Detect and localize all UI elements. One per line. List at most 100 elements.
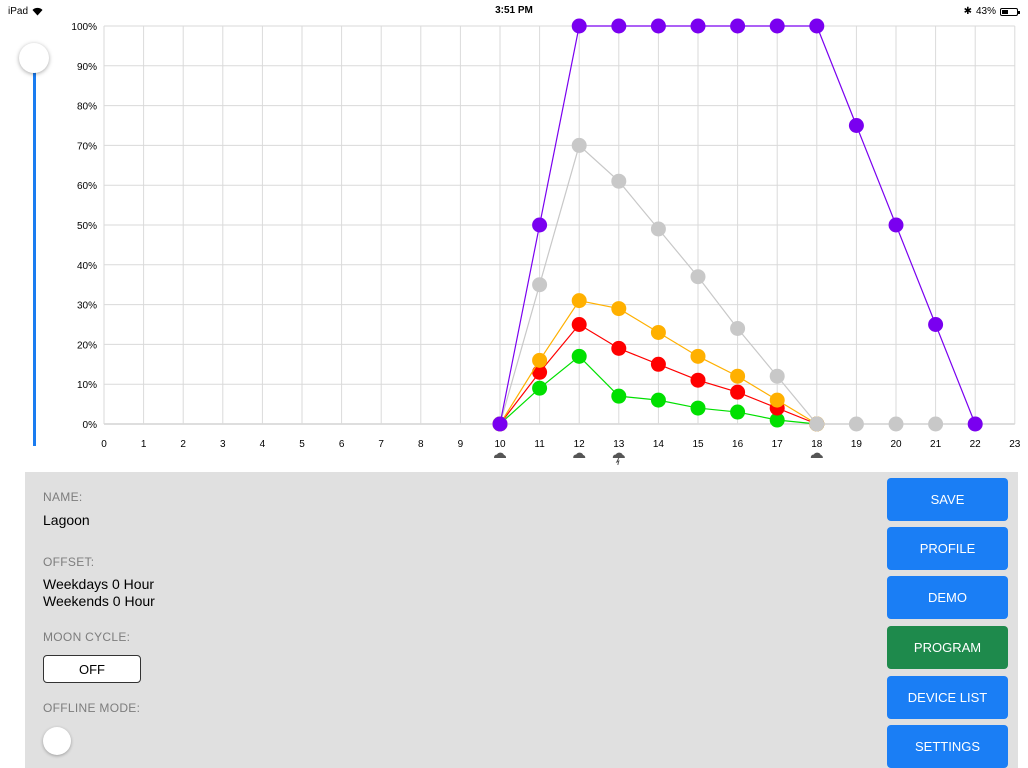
y-tick-label: 90%	[77, 62, 97, 73]
x-axis-ticks: 0 1 2 3 4 5 6 7 8 9 10 11 12 13 14 15 16 17 18 19 20 21 22 23	[101, 439, 1021, 450]
data-point[interactable]	[611, 388, 627, 404]
data-point[interactable]	[690, 269, 706, 285]
data-point[interactable]	[809, 416, 825, 432]
data-point[interactable]	[848, 416, 864, 432]
data-point[interactable]	[532, 380, 548, 396]
y-tick-label: 80%	[77, 102, 97, 113]
settings-panel: NAME: Lagoon OFFSET: Weekdays 0 Hour Wee…	[25, 472, 1018, 768]
x-tick-label: 10	[494, 439, 506, 450]
data-point[interactable]	[730, 320, 746, 336]
data-point[interactable]	[532, 352, 548, 368]
x-tick-label: 4	[260, 439, 266, 450]
offset-label: OFFSET:	[43, 555, 95, 569]
data-point[interactable]	[532, 364, 548, 380]
data-point[interactable]	[611, 173, 627, 189]
data-point[interactable]	[809, 18, 825, 34]
data-point[interactable]	[848, 118, 864, 133]
data-point[interactable]	[690, 400, 706, 416]
data-point[interactable]	[928, 416, 944, 432]
weather-icons	[493, 452, 823, 465]
x-tick-label: 20	[890, 439, 902, 450]
data-point[interactable]	[532, 217, 548, 233]
data-point[interactable]	[492, 416, 508, 432]
x-tick-label: 6	[339, 439, 345, 450]
program-button[interactable]: PROGRAM	[887, 626, 1008, 669]
data-point[interactable]	[730, 404, 746, 420]
data-point[interactable]	[730, 384, 746, 400]
data-point[interactable]	[650, 356, 666, 372]
offline-mode-label: OFFLINE MODE:	[43, 701, 141, 715]
data-point[interactable]	[730, 368, 746, 384]
data-point[interactable]	[888, 416, 904, 432]
data-point[interactable]	[532, 277, 548, 293]
data-point[interactable]	[611, 301, 627, 317]
data-point[interactable]	[769, 412, 785, 428]
x-tick-label: 22	[970, 439, 982, 450]
cloud-icon	[493, 452, 507, 458]
y-tick-label: 50%	[77, 221, 97, 232]
y-tick-label: 70%	[77, 141, 97, 152]
chart-grid	[103, 25, 1016, 425]
data-point[interactable]	[571, 293, 587, 309]
name-value[interactable]: Lagoon	[43, 512, 90, 528]
series	[492, 18, 983, 432]
y-tick-label: 10%	[77, 380, 97, 391]
data-point[interactable]	[769, 18, 785, 34]
data-point[interactable]	[690, 18, 706, 34]
y-tick-label: 40%	[77, 261, 97, 272]
battery-fill	[1002, 9, 1009, 14]
data-point[interactable]	[967, 416, 983, 432]
data-point[interactable]	[888, 217, 904, 233]
name-label: NAME:	[43, 490, 83, 504]
brightness-slider-track[interactable]	[33, 58, 36, 446]
offset-weekdays[interactable]: Weekdays 0 Hour	[43, 576, 155, 592]
demo-button[interactable]: DEMO	[887, 576, 1008, 619]
settings-button[interactable]: SETTINGS	[887, 725, 1008, 768]
profile-button[interactable]: PROFILE	[887, 527, 1008, 570]
data-point[interactable]	[730, 18, 746, 34]
x-tick-label: 0	[101, 439, 107, 450]
data-point[interactable]	[650, 18, 666, 34]
data-point[interactable]	[650, 324, 666, 340]
y-tick-label: 60%	[77, 181, 97, 192]
x-tick-label: 9	[458, 439, 464, 450]
x-tick-label: 23	[1009, 439, 1021, 450]
x-tick-label: 15	[692, 439, 704, 450]
data-point[interactable]	[611, 18, 627, 34]
device-indicator: iPad	[8, 6, 43, 17]
cloud-icon	[573, 452, 586, 458]
device-name: iPad	[8, 6, 29, 17]
offline-mode-toggle[interactable]	[43, 727, 71, 755]
data-point[interactable]	[571, 137, 587, 153]
save-button[interactable]: SAVE	[887, 478, 1008, 521]
data-point[interactable]	[611, 340, 627, 356]
status-time: 3:51 PM	[495, 5, 533, 16]
data-point[interactable]	[769, 392, 785, 408]
battery-icon	[1000, 7, 1020, 16]
x-tick-label: 12	[574, 439, 586, 450]
brightness-slider-knob[interactable]	[19, 43, 49, 73]
data-point[interactable]	[690, 372, 706, 388]
x-tick-label: 19	[851, 439, 863, 450]
wifi-icon	[32, 7, 43, 16]
x-tick-label: 18	[811, 439, 823, 450]
data-point[interactable]	[650, 221, 666, 237]
data-point[interactable]	[650, 392, 666, 408]
x-tick-label: 16	[732, 439, 744, 450]
data-point[interactable]	[571, 317, 587, 332]
x-tick-label: 1	[141, 439, 147, 450]
data-point[interactable]	[571, 348, 587, 364]
offset-weekends[interactable]: Weekends 0 Hour	[43, 593, 155, 609]
device-list-button[interactable]: DEVICE LIST	[887, 676, 1008, 719]
data-point[interactable]	[928, 317, 944, 332]
bluetooth-icon: ✱	[963, 6, 972, 17]
x-tick-label: 5	[299, 439, 305, 450]
data-point[interactable]	[769, 368, 785, 384]
moon-cycle-button[interactable]: OFF	[43, 655, 141, 683]
data-point[interactable]	[571, 18, 587, 34]
battery-indicator: ✱ 43%	[963, 6, 1020, 17]
x-tick-label: 7	[378, 439, 384, 450]
x-tick-label: 21	[930, 439, 942, 450]
data-point[interactable]	[690, 348, 706, 364]
